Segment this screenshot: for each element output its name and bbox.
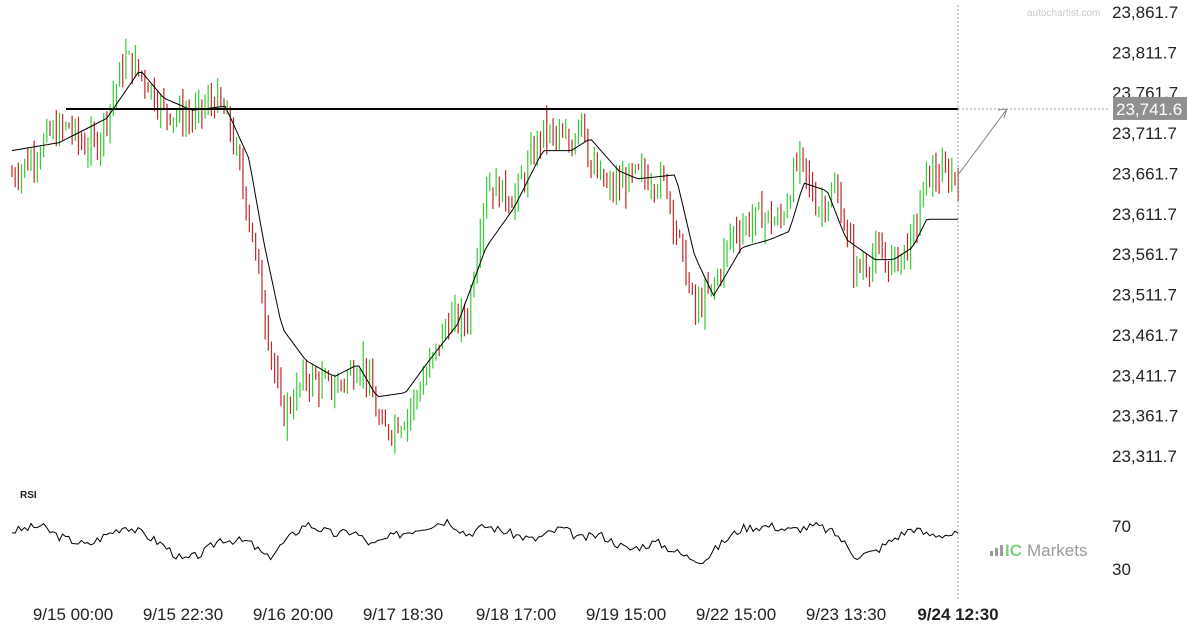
y-tick-label: 23,361.7 <box>1112 407 1178 426</box>
x-tick-label: 9/15 22:30 <box>143 605 223 624</box>
x-tick-label: 9/22 15:00 <box>696 605 776 624</box>
brand-markets-text: Markets <box>1027 541 1087 560</box>
y-tick-label: 23,861.7 <box>1112 3 1178 22</box>
rsi-tick-label: 30 <box>1112 560 1131 579</box>
y-tick-label: 23,561.7 <box>1112 245 1178 264</box>
brand-ic-text: IC <box>1005 541 1022 560</box>
y-tick-label: 23,711.7 <box>1112 124 1177 143</box>
projection-arrow-head <box>997 108 1008 119</box>
icmarkets-logo: IC Markets <box>990 541 1087 560</box>
x-tick-label: 9/15 00:00 <box>33 605 113 624</box>
y-tick-label: 23,611.7 <box>1112 205 1177 224</box>
y-tick-label: 23,461.7 <box>1112 326 1178 345</box>
current-price-label: 23,741.6 <box>1116 100 1182 119</box>
y-tick-label: 23,811.7 <box>1112 43 1177 62</box>
y-tick-label: 23,311.7 <box>1112 447 1177 466</box>
moving-average-line <box>11 71 959 398</box>
current-price-tag <box>1113 96 1187 120</box>
x-tick-label: 9/19 15:00 <box>586 605 666 624</box>
x-tick-label: 9/16 20:00 <box>253 605 333 624</box>
rsi-line <box>11 518 959 565</box>
y-tick-label: 23,411.7 <box>1112 366 1177 385</box>
y-tick-label: 23,511.7 <box>1112 286 1177 305</box>
y-tick-label: 23,661.7 <box>1112 164 1178 183</box>
x-tick-label: 9/24 12:30 <box>917 605 998 624</box>
x-tick-label: 9/17 18:30 <box>363 605 443 624</box>
watermark-text: autochartist.com <box>1027 8 1100 19</box>
candlestick-series <box>11 38 959 454</box>
y-axis: 23,861.723,811.723,761.723,711.723,661.7… <box>1112 3 1178 466</box>
rsi-title: RSI <box>20 490 37 501</box>
rsi-axis: 70 30 <box>1112 517 1131 579</box>
x-axis: 9/15 00:00 9/15 22:30 9/16 20:00 9/17 18:30… <box>33 605 999 624</box>
x-tick-label: 9/18 17:00 <box>476 605 556 624</box>
projection-arrow <box>957 108 1008 176</box>
x-tick-label: 9/23 13:30 <box>806 605 886 624</box>
rsi-tick-label: 70 <box>1112 517 1131 536</box>
